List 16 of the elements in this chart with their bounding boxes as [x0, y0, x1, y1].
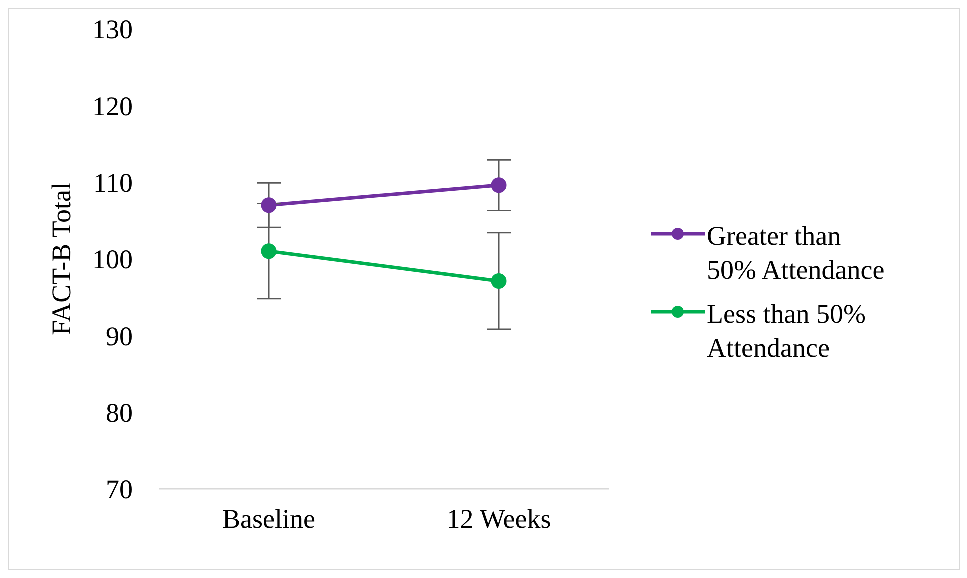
y-tick-label: 110 — [94, 168, 133, 198]
y-axis-title: FACT-B Total — [46, 182, 77, 336]
y-tick-label: 70 — [106, 474, 133, 505]
x-tick-label: 12 Weeks — [446, 504, 552, 534]
y-tick-label: 80 — [106, 398, 133, 428]
y-tick-label: 130 — [92, 14, 133, 45]
point — [491, 178, 507, 194]
point — [261, 198, 277, 214]
point — [491, 273, 507, 289]
y-tick-label: 120 — [92, 91, 133, 122]
point — [261, 244, 277, 260]
x-tick-label: Baseline — [222, 504, 316, 534]
y-tick-label: 100 — [92, 244, 133, 275]
y-tick-label: 90 — [106, 321, 133, 352]
legend-label: Greater than 50% Attendance — [707, 220, 886, 287]
legend-label: Less than 50% Attendance — [707, 298, 867, 365]
